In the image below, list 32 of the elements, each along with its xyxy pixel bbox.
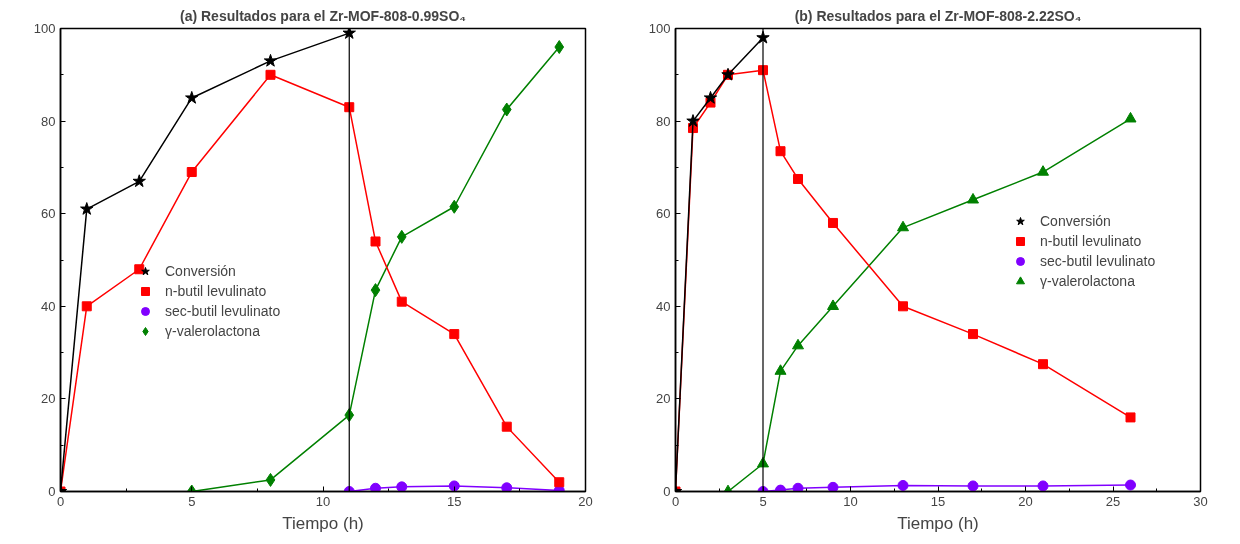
x-tick-label: 5 [188, 493, 196, 509]
x-axis-title: Tiempo (h) [282, 513, 364, 533]
x-tick-label: 15 [447, 493, 462, 509]
y-tick-label: 40 [656, 298, 671, 314]
y-tick-label: 80 [656, 113, 671, 129]
legend-label: n-butil levulinato [1040, 233, 1142, 249]
x-tick-label: 10 [315, 493, 331, 509]
y-tick-label: 60 [41, 206, 56, 222]
legend-label: γ-valerolactona [1040, 273, 1135, 289]
x-tick-label: 30 [1193, 493, 1208, 509]
x-tick-label: 5 [759, 493, 767, 509]
y-tick-label: 100 [33, 21, 56, 36]
chart-title: (b) Resultados para el Zr-MOF-808-2.22SO₄ [794, 7, 1082, 24]
legend-label: sec-butil levulinato [165, 303, 281, 319]
x-axis-title: Tiempo (h) [897, 513, 979, 533]
x-tick-label: 15 [930, 493, 946, 509]
legend-label: Conversión [1040, 213, 1111, 229]
legend-label: γ-valerolactona [165, 323, 260, 339]
legend-label: n-butil levulinato [165, 283, 267, 299]
y-tick-label: 100 [648, 21, 671, 36]
x-tick-label: 20 [578, 493, 593, 509]
x-tick-label: 10 [843, 493, 858, 509]
legend-label: sec-butil levulinato [1040, 253, 1156, 269]
y-tick-label: 20 [41, 391, 56, 407]
legend-label: Conversión [165, 263, 236, 279]
x-tick-label: 25 [1105, 493, 1121, 509]
y-tick-label: 40 [41, 298, 56, 314]
x-tick-label: 20 [1018, 493, 1033, 509]
y-tick-label: 20 [656, 391, 671, 407]
y-tick-label: 60 [656, 206, 671, 222]
chart-title: (a) Resultados para el Zr-MOF-808-0.99SO₄ [180, 7, 466, 24]
y-tick-label: 80 [41, 113, 56, 129]
